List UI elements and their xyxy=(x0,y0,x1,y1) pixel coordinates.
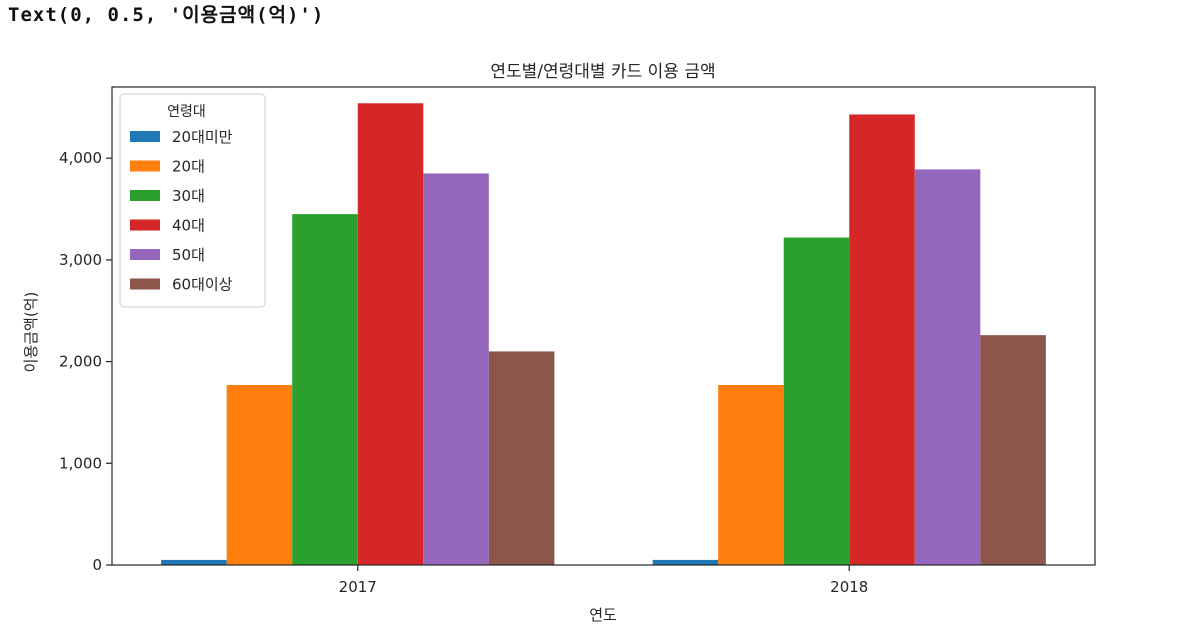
x-tick-label: 2017 xyxy=(339,578,377,596)
legend-swatch-60대이상 xyxy=(130,278,160,290)
bar-2017-20대 xyxy=(226,384,293,565)
y-axis-ticks: 0 1,000 2,000 3,000 4,000 xyxy=(59,149,112,574)
plot-frame xyxy=(111,86,1096,566)
cell-output-text: Text(0, 0.5, '이용금액(억)') xyxy=(8,4,325,26)
legend-label-50대: 50대 xyxy=(172,246,205,264)
legend-label-20대: 20대 xyxy=(172,158,205,176)
y-tick-label: 1,000 xyxy=(59,454,102,472)
bar-2017-60대이상 xyxy=(488,351,555,565)
y-tick-label: 3,000 xyxy=(59,251,102,269)
y-tick-label: 0 xyxy=(92,556,102,574)
legend-swatch-20대 xyxy=(130,160,160,172)
bars-group xyxy=(161,103,1046,566)
bar-2018-30대 xyxy=(783,237,850,565)
bar-2017-50대 xyxy=(423,173,489,565)
y-tick-label: 4,000 xyxy=(59,149,102,167)
legend-label-30대: 30대 xyxy=(172,187,205,205)
bar-2018-50대 xyxy=(914,169,981,565)
y-tick-label: 2,000 xyxy=(59,353,102,371)
x-tick-label: 2018 xyxy=(830,578,868,596)
bar-2017-30대 xyxy=(292,214,358,565)
y-axis-label: 이용금액(억) xyxy=(22,292,40,373)
bar-2018-60대이상 xyxy=(980,335,1046,565)
chart-title: 연도별/연령대별 카드 이용 금액 xyxy=(490,62,715,82)
legend-title: 연령대 xyxy=(167,104,206,120)
bar-2018-20대미만 xyxy=(652,559,719,565)
legend-swatch-50대 xyxy=(130,249,160,260)
x-axis-ticks: 2017 2018 xyxy=(339,565,868,596)
legend: 연령대 20대미만 20대 30대 40대 50대 60대이상 xyxy=(119,93,266,308)
legend-swatch-30대 xyxy=(130,190,160,201)
bar-2018-40대 xyxy=(849,114,915,566)
legend-swatch-40대 xyxy=(130,219,160,231)
legend-label-20대미만: 20대미만 xyxy=(172,128,233,146)
legend-label-60대이상: 60대이상 xyxy=(172,276,233,294)
bar-2017-20대미만 xyxy=(161,559,227,565)
legend-swatch-20대미만 xyxy=(130,131,160,142)
legend-label-40대: 40대 xyxy=(172,217,205,235)
bar-2017-40대 xyxy=(357,103,424,565)
x-axis-label: 연도 xyxy=(589,606,617,624)
bar-2018-20대 xyxy=(718,384,784,565)
